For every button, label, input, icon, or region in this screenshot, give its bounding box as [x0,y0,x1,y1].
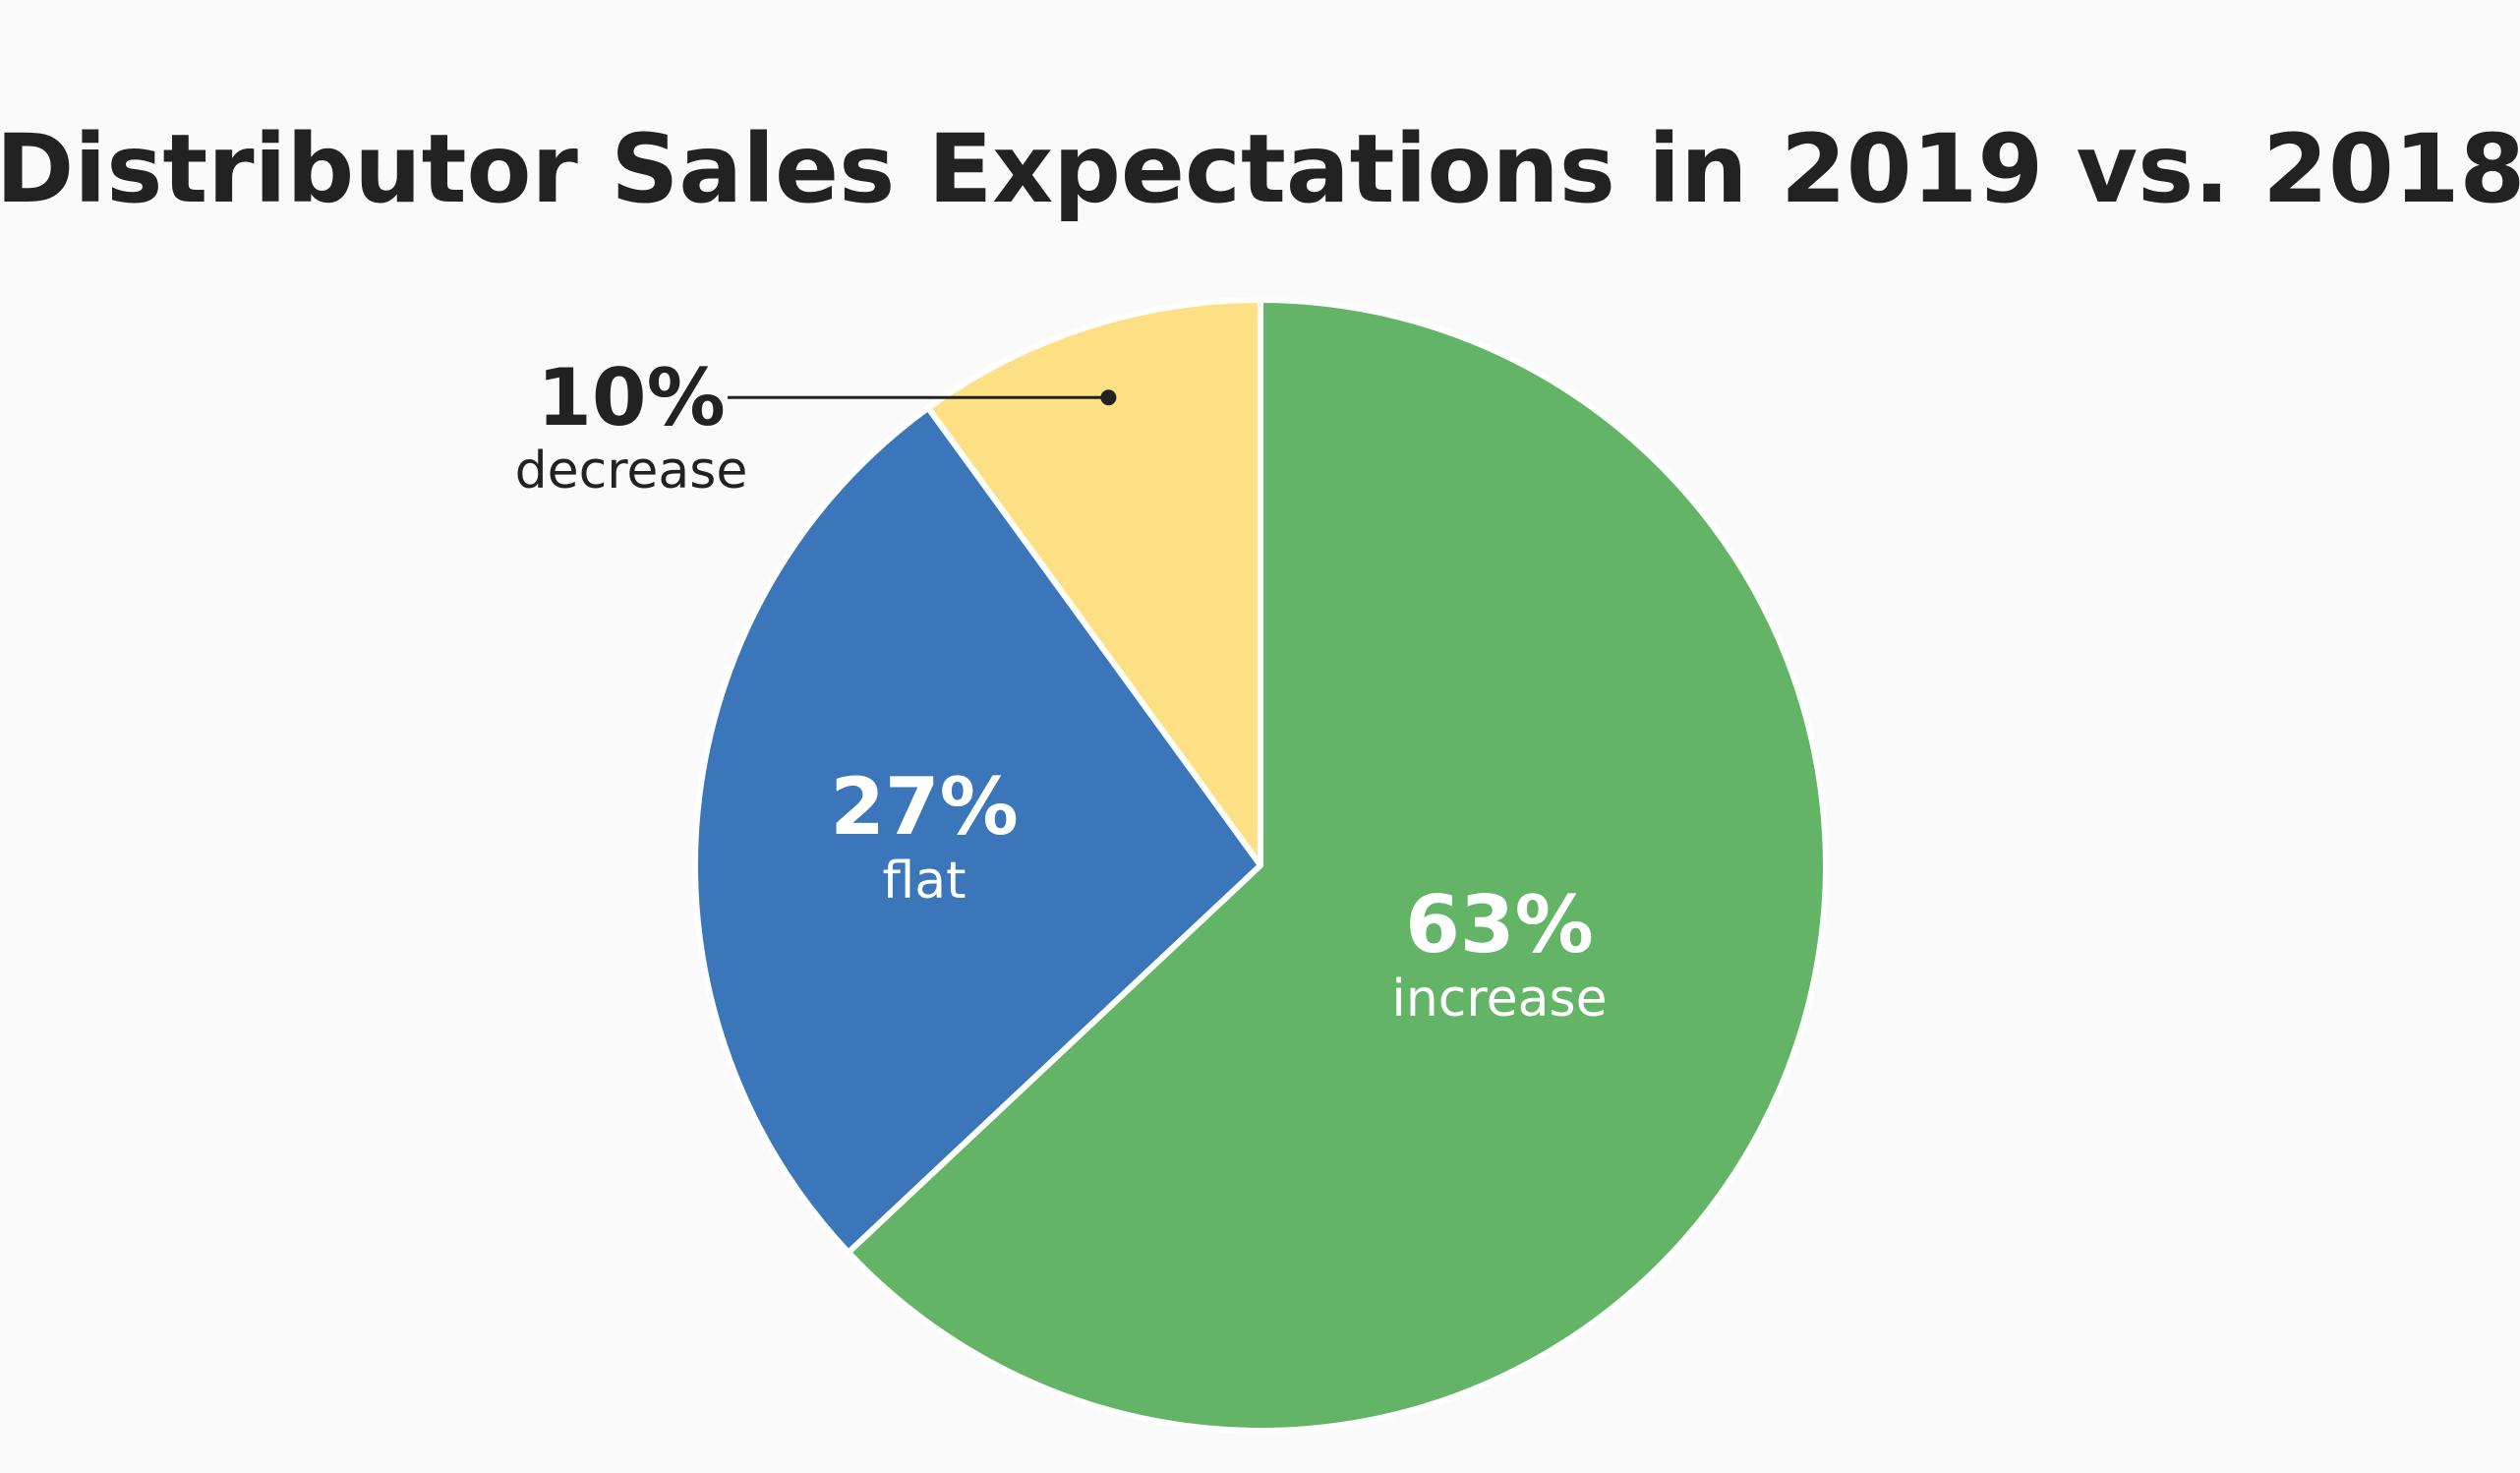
slices-layer [692,297,1829,1434]
leader-dot-decrease [1100,389,1117,406]
pie-slice-decrease [925,297,1263,868]
slice-category-label-flat: flat [882,852,966,911]
pie-slice-flat [692,404,1263,1256]
labels-layer: 63%increase 27%flat 10%decrease [515,352,1608,1029]
slice-category-label-decrease: decrease [515,442,748,501]
pie-slice-increase [845,297,1829,1434]
slice-value-label-flat: 27% [830,761,1018,853]
slice-value-label-increase: 63% [1405,879,1593,971]
slice-value-label-decrease: 10% [537,352,725,443]
slice-category-label-increase: increase [1391,970,1607,1029]
chart-title: Distributor Sales Expectations in 2019 v… [0,114,2520,224]
